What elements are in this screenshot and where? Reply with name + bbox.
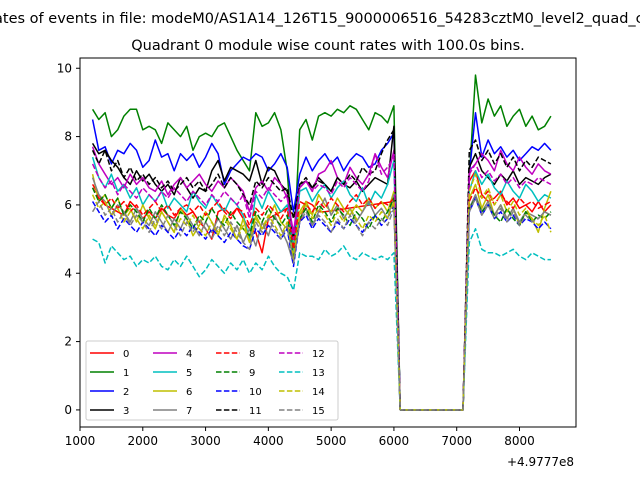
legend-label-2: 2 [123, 387, 129, 398]
legend-label-9: 9 [249, 368, 255, 379]
y-tick-label: 4 [64, 266, 72, 280]
legend-label-6: 6 [186, 387, 192, 398]
legend-label-15: 15 [312, 406, 325, 417]
series-line-11 [91, 129, 552, 411]
x-tick-label: 8000 [504, 434, 535, 448]
x-tick-label: 4000 [253, 434, 284, 448]
x-tick-label: 7000 [441, 434, 472, 448]
y-tick-label: 10 [57, 61, 72, 75]
x-offset-label: +4.9777e8 [507, 455, 574, 469]
legend-frame [85, 340, 339, 421]
series-line-8 [91, 187, 552, 411]
legend-label-13: 13 [312, 368, 325, 379]
chart-title: Quadrant 0 module wise count rates with … [131, 38, 525, 54]
y-axis: 0 2 4 6 8 10 [57, 61, 80, 417]
series-line-2 [91, 111, 552, 411]
series-line-14 [91, 173, 552, 411]
x-tick-label: 1000 [65, 434, 96, 448]
x-axis: 1000 2000 3000 4000 5000 6000 7000 8000 [65, 427, 535, 448]
legend-label-1: 1 [123, 368, 129, 379]
y-tick-label: 6 [64, 198, 72, 212]
legend-label-5: 5 [186, 368, 192, 379]
series-line-1 [91, 74, 552, 411]
figure-suptitle: Plot of rates of events in file: modeM0/… [0, 11, 640, 27]
legend-label-12: 12 [312, 349, 325, 360]
y-tick-label: 0 [64, 403, 72, 417]
series-line-9 [91, 187, 552, 411]
x-tick-label: 2000 [128, 434, 159, 448]
x-tick-label: 6000 [379, 434, 410, 448]
legend-label-0: 0 [123, 349, 129, 360]
y-tick-label: 2 [64, 335, 72, 349]
series-line-13 [92, 228, 551, 411]
legend-label-4: 4 [186, 349, 192, 360]
x-tick-label: 3000 [190, 434, 221, 448]
y-tick-label: 8 [64, 130, 72, 144]
series-line-15 [91, 197, 552, 411]
legend-label-3: 3 [123, 406, 129, 417]
legend-label-10: 10 [249, 387, 262, 398]
x-tick-label: 5000 [316, 434, 347, 448]
legend-label-7: 7 [186, 406, 192, 417]
series-line-3 [91, 125, 552, 411]
legend-label-11: 11 [249, 406, 262, 417]
legend-label-8: 8 [249, 349, 255, 360]
axes-frame [79, 57, 577, 428]
series-layer [91, 74, 552, 411]
legend-label-14: 14 [312, 387, 325, 398]
series-line-12 [91, 152, 552, 411]
